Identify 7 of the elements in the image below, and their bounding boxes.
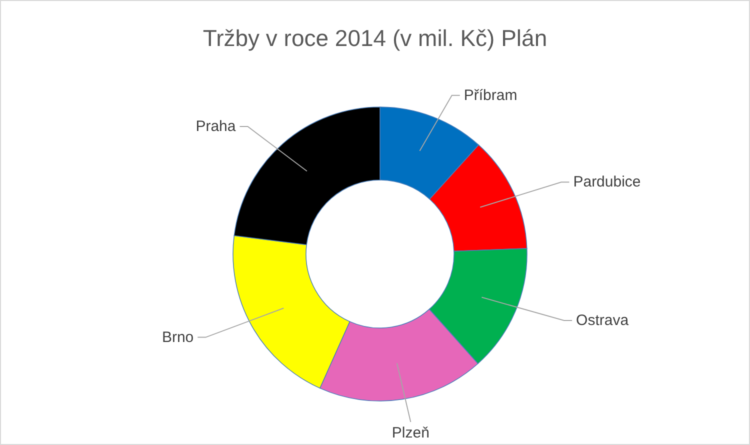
- slice-label: Ostrava: [576, 312, 630, 330]
- slice-label: Praha: [196, 118, 236, 135]
- slice-label: Plzeň: [392, 424, 430, 442]
- slice-label: Příbram: [464, 86, 518, 104]
- slice-label: Brno: [162, 328, 194, 346]
- chart-title: Tržby v roce 2014 (v mil. Kč) Plán: [202, 24, 548, 53]
- slice-label: Pardubice: [573, 174, 641, 191]
